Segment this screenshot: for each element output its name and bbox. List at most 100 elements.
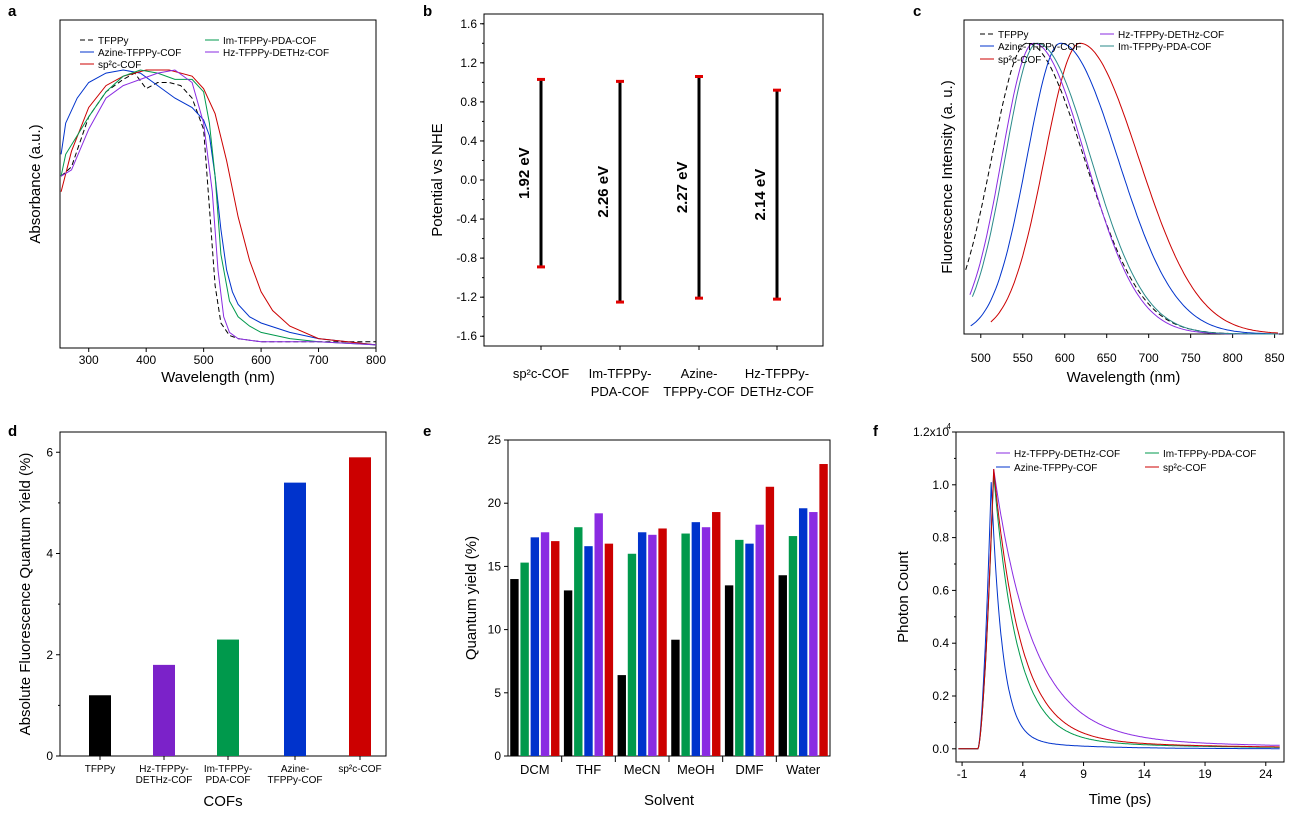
panel-f-legend-item-label: sp²c-COF bbox=[1163, 463, 1206, 474]
panel-b-gap-label: 2.27 eV bbox=[674, 161, 691, 213]
panel-e-bar bbox=[712, 512, 721, 756]
panel-e-y-tick-label: 20 bbox=[488, 496, 502, 510]
panel-f-legend-item-label: Im-TFPPy-PDA-COF bbox=[1163, 449, 1256, 460]
panel-f-x-tick-label: 4 bbox=[1019, 767, 1026, 781]
panel-f-legend-item-label: Azine-TFPPy-COF bbox=[1014, 463, 1097, 474]
panel-d-y-tick-label: 0 bbox=[46, 749, 53, 763]
panel-d-category-label: DETHz-COF bbox=[136, 775, 193, 786]
panel-f-x-tick-label: 9 bbox=[1080, 767, 1087, 781]
panel-a-x-tick-label: 800 bbox=[366, 353, 386, 367]
panel-e-bar bbox=[510, 579, 519, 756]
panel-f-y-tick-label: 1.0 bbox=[932, 478, 949, 492]
panel-e-category-label: Water bbox=[786, 762, 821, 777]
panel-e-category-label: DMF bbox=[735, 762, 763, 777]
panel-a-label: a bbox=[8, 3, 17, 20]
panel-c-label: c bbox=[913, 3, 921, 20]
panel-c-series-2 bbox=[990, 42, 1279, 334]
panel-b-gap-label: 2.14 eV bbox=[752, 169, 769, 221]
panel-e-y-tick-label: 0 bbox=[494, 749, 501, 763]
panel-d-y-tick-label: 2 bbox=[46, 648, 53, 662]
panel-c-y-axis-title: Fluorescence Intensity (a. u.) bbox=[939, 80, 956, 273]
panel-d-category-label: Im-TFPPy- bbox=[204, 764, 252, 775]
panel-f-series-1 bbox=[958, 482, 1280, 750]
panel-a-y-axis-title: Absorbance (a.u.) bbox=[27, 124, 44, 243]
panel-d-y-axis-title: Absolute Fluorescence Quantum Yield (%) bbox=[17, 453, 34, 736]
panel-a-series-1 bbox=[60, 69, 377, 346]
panel-a-x-tick-label: 700 bbox=[309, 353, 329, 367]
panel-e-bar bbox=[637, 532, 647, 756]
panel-e-bar bbox=[819, 464, 828, 756]
panel-c-series-4 bbox=[971, 42, 1278, 335]
panel-e-bar bbox=[563, 590, 573, 756]
panel-f-series-3 bbox=[958, 468, 1280, 750]
panel-e-y-tick-label: 5 bbox=[494, 686, 501, 700]
panel-b-category-label: Im-TFPPy- bbox=[589, 366, 652, 381]
panel-e-bar bbox=[551, 541, 560, 756]
panel-b-y-tick-label: -1.2 bbox=[456, 290, 477, 304]
panel-d-bar bbox=[153, 664, 175, 756]
panel-e-y-tick-label: 15 bbox=[488, 559, 502, 573]
panel-f-x-tick-label: 24 bbox=[1259, 767, 1273, 781]
panel-c-legend-item-label: sp²c-COF bbox=[998, 55, 1041, 66]
panel-c-legend-item-label: Azine-TFPPy-COF bbox=[998, 42, 1081, 53]
panel-b-y-tick-label: -0.8 bbox=[456, 251, 477, 265]
panel-c-legend-item-label: Im-TFPPy-PDA-COF bbox=[1118, 42, 1211, 53]
panel-b-category-label: Hz-TFPPy- bbox=[745, 366, 809, 381]
panel-b-category-label: sp²c-COF bbox=[513, 366, 569, 381]
panel-a-legend-item-label: sp²c-COF bbox=[98, 60, 141, 71]
panel-d-y-tick-label: 4 bbox=[46, 547, 53, 561]
panel-d-y-tick-label: 6 bbox=[46, 445, 53, 459]
panel-f-y-tick-label: 0.4 bbox=[932, 636, 949, 650]
panel-e-bar bbox=[520, 562, 529, 756]
panel-e-bar bbox=[735, 539, 744, 756]
panel-f-frame bbox=[955, 431, 1285, 763]
panel-c-series-3 bbox=[969, 42, 1279, 335]
panel-b-y-tick-label: 0.4 bbox=[460, 134, 477, 148]
panel-c-x-tick-label: 850 bbox=[1265, 351, 1285, 365]
panel-e-bar bbox=[594, 513, 603, 756]
panel-f-legend-item-label: Hz-TFPPy-DETHz-COF bbox=[1014, 449, 1120, 460]
panel-b-y-tick-label: -1.6 bbox=[456, 329, 477, 343]
panel-d-category-label: TFPPy bbox=[85, 764, 116, 775]
panel-a-legend-item-label: Azine-TFPPy-COF bbox=[98, 48, 181, 59]
panel-f-y-tick-label: 0.6 bbox=[932, 583, 949, 597]
panel-a-x-tick-label: 300 bbox=[79, 353, 99, 367]
panel-e-bar bbox=[658, 528, 667, 756]
panel-d-bar bbox=[89, 695, 111, 756]
panel-d-bar bbox=[284, 482, 306, 756]
panel-b-y-tick-label: 0.0 bbox=[460, 173, 477, 187]
panel-c-x-tick-label: 800 bbox=[1223, 351, 1243, 365]
panel-d-category-label: sp²c-COF bbox=[338, 764, 381, 775]
panel-e-bar bbox=[540, 532, 550, 756]
panel-a-legend-item-label: Hz-TFPPy-DETHz-COF bbox=[223, 48, 329, 59]
panel-d-category-label: PDA-COF bbox=[206, 775, 251, 786]
panel-b-y-axis-title: Potential vs NHE bbox=[429, 123, 446, 236]
panel-c-x-axis-title: Wavelength (nm) bbox=[1067, 369, 1181, 386]
panel-e-bar bbox=[648, 534, 657, 756]
panel-b-y-tick-label: 1.2 bbox=[460, 56, 477, 70]
panel-a-series-3 bbox=[60, 69, 377, 346]
panel-c-legend-item-label: TFPPy bbox=[998, 30, 1029, 41]
panel-b-gap-label: 2.26 eV bbox=[595, 166, 612, 218]
panel-b-category-label: PDA-COF bbox=[591, 384, 650, 399]
panel-b-y-tick-label: 0.8 bbox=[460, 95, 477, 109]
panel-c-frame bbox=[963, 19, 1284, 335]
panel-b-gap-label: 1.92 eV bbox=[516, 147, 533, 199]
panel-f-y-tick-label: 0.2 bbox=[932, 689, 949, 703]
panel-a-legend-item-label: TFPPy bbox=[98, 36, 129, 47]
panel-e-bar bbox=[755, 524, 764, 756]
panel-e-bar bbox=[681, 533, 690, 756]
panel-e-category-label: THF bbox=[576, 762, 601, 777]
panel-e-category-label: DCM bbox=[520, 762, 550, 777]
panel-d-category-label: Azine- bbox=[281, 764, 309, 775]
panel-a-series-4 bbox=[60, 69, 377, 346]
panel-e-label: e bbox=[423, 423, 431, 440]
panel-b-category-label: Azine- bbox=[681, 366, 718, 381]
panel-e-bar bbox=[574, 527, 583, 756]
panel-c-legend-item-label: Hz-TFPPy-DETHz-COF bbox=[1118, 30, 1224, 41]
panel-e-category-label: MeOH bbox=[677, 762, 715, 777]
panel-f-y-axis-title: Photon Count bbox=[895, 550, 912, 643]
panel-b-label: b bbox=[423, 3, 432, 20]
panel-e-bar bbox=[809, 512, 818, 756]
